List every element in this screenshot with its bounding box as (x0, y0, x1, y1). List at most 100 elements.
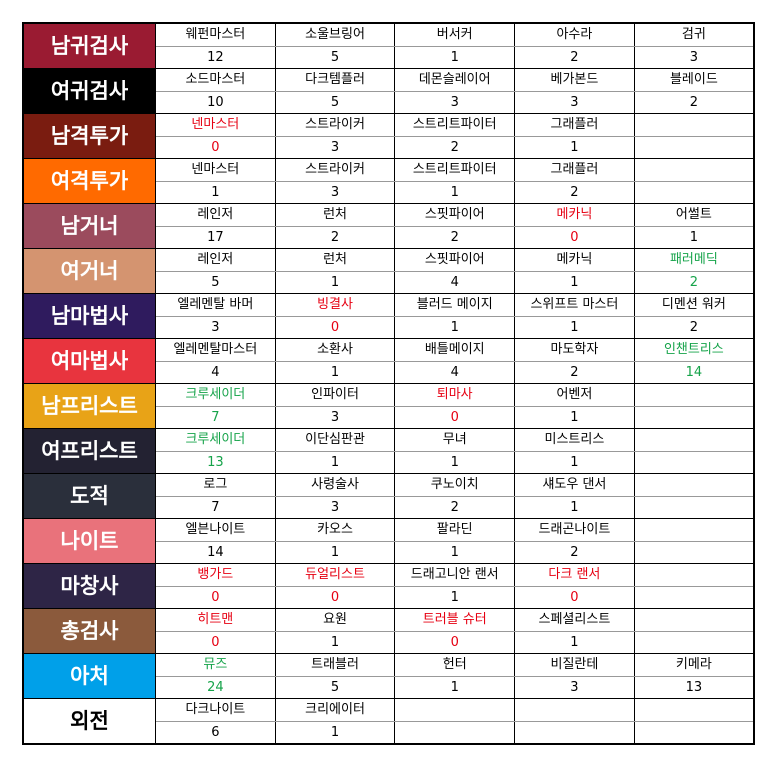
empty-cell (633, 428, 755, 452)
row-counts: 24 5 1 3 13 (23, 676, 755, 699)
class-count: 14 (155, 541, 276, 564)
group-label: 총검사 (22, 608, 156, 654)
class-count: 1 (514, 406, 635, 429)
class-count: 1 (514, 316, 635, 339)
empty-cell (633, 721, 755, 745)
class-name: 배틀메이지 (394, 338, 516, 362)
class-name: 헌터 (394, 653, 516, 677)
empty-cell (394, 721, 516, 745)
class-count: 0 (394, 406, 516, 429)
class-name: 뱅가드 (155, 563, 276, 587)
class-count: 3 (514, 676, 635, 699)
class-name: 카오스 (274, 518, 396, 542)
class-name: 히트맨 (155, 608, 276, 632)
empty-cell (633, 698, 755, 722)
class-name: 다크템플러 (274, 68, 396, 92)
class-name: 스트리트파이터 (394, 113, 516, 137)
class-name: 베가본드 (514, 68, 635, 92)
empty-cell (633, 563, 755, 587)
empty-cell (633, 113, 755, 137)
class-name: 런처 (274, 248, 396, 272)
empty-cell (633, 181, 755, 204)
class-count: 13 (155, 451, 276, 474)
class-count: 4 (394, 271, 516, 294)
row-names: 아처 뮤즈 트래블러 헌터 비질란테 키메라 (22, 653, 755, 699)
group-label: 남격투가 (22, 113, 156, 159)
class-count: 2 (633, 91, 755, 114)
class-name: 드래고니안 랜서 (394, 563, 516, 587)
group-label: 여격투가 (22, 158, 156, 204)
row-counts: 17 2 2 0 1 (23, 226, 755, 249)
class-name: 키메라 (633, 653, 755, 677)
class-name: 스트라이커 (274, 158, 396, 182)
class-count: 0 (155, 136, 276, 159)
class-name: 소울브링어 (274, 22, 396, 47)
empty-cell (633, 518, 755, 542)
class-count: 1 (514, 136, 635, 159)
row-names: 여격투가 넨마스터 스트라이커 스트리트파이터 그래플러 (22, 158, 755, 204)
group-label: 마창사 (22, 563, 156, 609)
class-name: 그래플러 (514, 158, 635, 182)
class-name: 넨마스터 (155, 113, 276, 137)
class-count: 3 (633, 46, 755, 69)
class-name: 빙결사 (274, 293, 396, 317)
class-name: 소환사 (274, 338, 396, 362)
class-count: 2 (514, 46, 635, 69)
class-count: 1 (514, 271, 635, 294)
class-name: 이단심판관 (274, 428, 396, 452)
empty-cell (394, 698, 516, 722)
class-name: 섀도우 댄서 (514, 473, 635, 497)
class-name: 스위프트 마스터 (514, 293, 635, 317)
class-name: 듀얼리스트 (274, 563, 396, 587)
row-names: 외전 다크나이트 크리에이터 (22, 698, 755, 745)
class-name: 스트라이커 (274, 113, 396, 137)
class-count: 2 (274, 226, 396, 249)
class-count: 17 (155, 226, 276, 249)
row-names: 남귀검사 웨펀마스터 소울브링어 버서커 아수라 검귀 (22, 22, 755, 69)
class-count: 7 (155, 406, 276, 429)
class-name: 크루세이더 (155, 383, 276, 407)
empty-cell (514, 698, 635, 722)
class-count: 1 (394, 541, 516, 564)
class-name: 웨펀마스터 (155, 22, 276, 47)
group-label: 남마법사 (22, 293, 156, 339)
class-name: 마도학자 (514, 338, 635, 362)
class-count: 1 (633, 226, 755, 249)
class-count: 1 (274, 361, 396, 384)
class-count: 6 (155, 721, 276, 745)
empty-cell (633, 473, 755, 497)
class-count: 1 (155, 181, 276, 204)
class-name: 아수라 (514, 22, 635, 47)
group-label: 외전 (22, 698, 156, 745)
class-count: 2 (514, 181, 635, 204)
class-count: 1 (274, 631, 396, 654)
class-name: 크리에이터 (274, 698, 396, 722)
class-count: 0 (274, 316, 396, 339)
class-count: 1 (394, 451, 516, 474)
class-count: 0 (274, 586, 396, 609)
class-name: 스페셜리스트 (514, 608, 635, 632)
row-names: 남마법사 엘레멘탈 바머 빙결사 블러드 메이지 스위프트 마스터 디멘션 워커 (22, 293, 755, 339)
class-count: 7 (155, 496, 276, 519)
class-count: 1 (394, 676, 516, 699)
empty-cell (633, 496, 755, 519)
row-counts: 4 1 4 2 14 (23, 361, 755, 384)
group-label: 남거너 (22, 203, 156, 249)
class-name: 인파이터 (274, 383, 396, 407)
empty-cell (633, 383, 755, 407)
class-count: 2 (394, 136, 516, 159)
class-count: 2 (394, 496, 516, 519)
class-count: 5 (274, 91, 396, 114)
row-names: 여거너 레인저 런처 스핏파이어 메카닉 패러메딕 (22, 248, 755, 294)
group-label: 남프리스트 (22, 383, 156, 429)
class-name: 데몬슬레이어 (394, 68, 516, 92)
class-count: 3 (274, 496, 396, 519)
class-count: 1 (394, 46, 516, 69)
class-table: 남귀검사 웨펀마스터 소울브링어 버서커 아수라 검귀 12 5 1 2 3 여귀검사 소드마스터 다크템… (22, 22, 755, 745)
class-count: 2 (514, 361, 635, 384)
class-name: 퇴마사 (394, 383, 516, 407)
